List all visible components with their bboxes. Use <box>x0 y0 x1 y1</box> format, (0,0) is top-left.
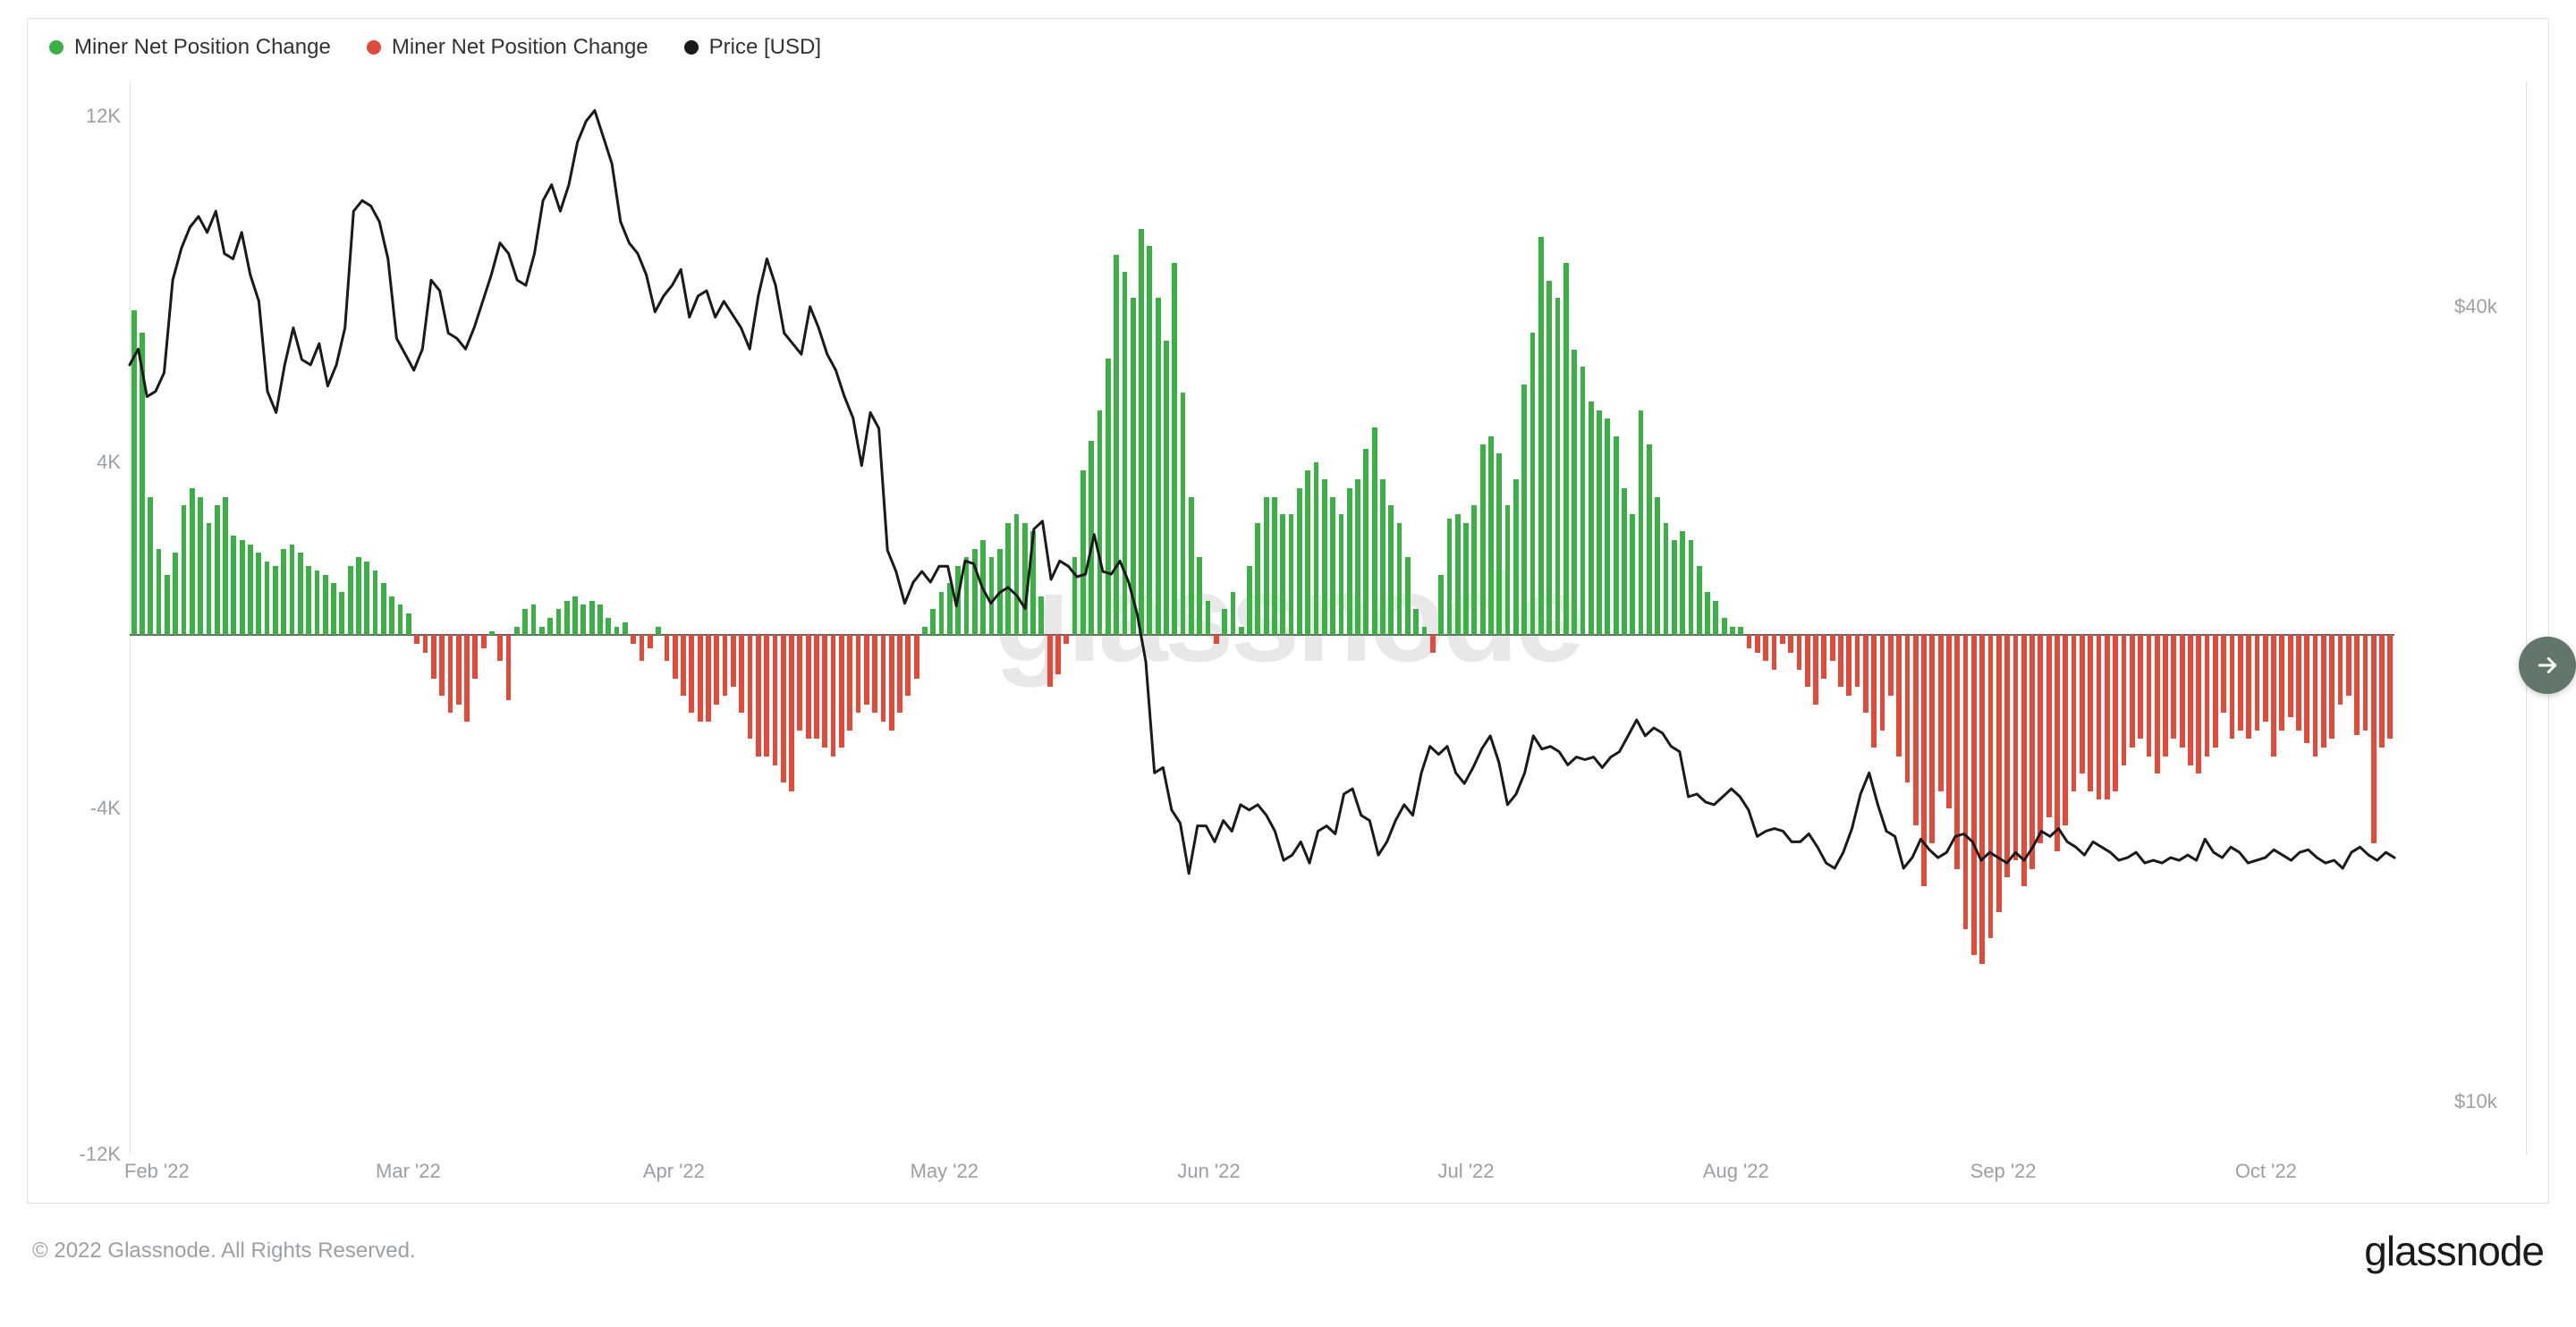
x-tick: Mar '22 <box>376 1160 441 1183</box>
x-tick: May '22 <box>911 1160 979 1183</box>
y-right-tick: $10k <box>2454 1090 2526 1113</box>
footer: © 2022 Glassnode. All Rights Reserved. g… <box>27 1227 2549 1275</box>
legend-dot-price <box>684 40 699 55</box>
arrow-right-icon <box>2534 652 2561 679</box>
legend-item-green: Miner Net Position Change <box>49 35 331 60</box>
x-tick: Jun '22 <box>1177 1160 1240 1183</box>
y-axis-left: 12K4K-4K-12K <box>49 81 121 1154</box>
next-button[interactable] <box>2519 637 2576 694</box>
x-axis: Feb '22Mar '22Apr '22May '22Jun '22Jul '… <box>130 1160 2394 1196</box>
y-right-tick: $40k <box>2454 295 2526 318</box>
y-left-tick: 12K <box>49 105 121 128</box>
x-tick: Oct '22 <box>2235 1160 2297 1183</box>
x-tick: Sep '22 <box>1970 1160 2037 1183</box>
plot-region <box>130 81 2394 1154</box>
legend-dot-green <box>49 40 64 55</box>
y-left-tick: -4K <box>49 797 121 820</box>
legend-label: Price [USD] <box>709 35 821 60</box>
legend-label: Miner Net Position Change <box>392 35 648 60</box>
legend: Miner Net Position Change Miner Net Posi… <box>49 35 2527 60</box>
legend-item-price: Price [USD] <box>684 35 821 60</box>
copyright: © 2022 Glassnode. All Rights Reserved. <box>32 1238 416 1264</box>
brand-logo: glassnode <box>2364 1227 2544 1275</box>
legend-item-red: Miner Net Position Change <box>367 35 648 60</box>
y-axis-right: $40k $10k <box>2454 81 2526 1154</box>
chart-plot-area: glassnode 12K4K-4K-12K $40k$10k <box>49 81 2527 1154</box>
x-tick: Apr '22 <box>643 1160 705 1183</box>
y-left-tick: 4K <box>49 451 121 474</box>
legend-dot-red <box>367 40 381 55</box>
chart-frame: Miner Net Position Change Miner Net Posi… <box>27 18 2549 1204</box>
x-tick: Aug '22 <box>1703 1160 1769 1183</box>
y-left-tick: -12K <box>49 1143 121 1166</box>
price-line <box>130 81 2394 1154</box>
legend-label: Miner Net Position Change <box>74 35 331 60</box>
x-tick: Jul '22 <box>1438 1160 1495 1183</box>
x-tick: Feb '22 <box>124 1160 190 1183</box>
